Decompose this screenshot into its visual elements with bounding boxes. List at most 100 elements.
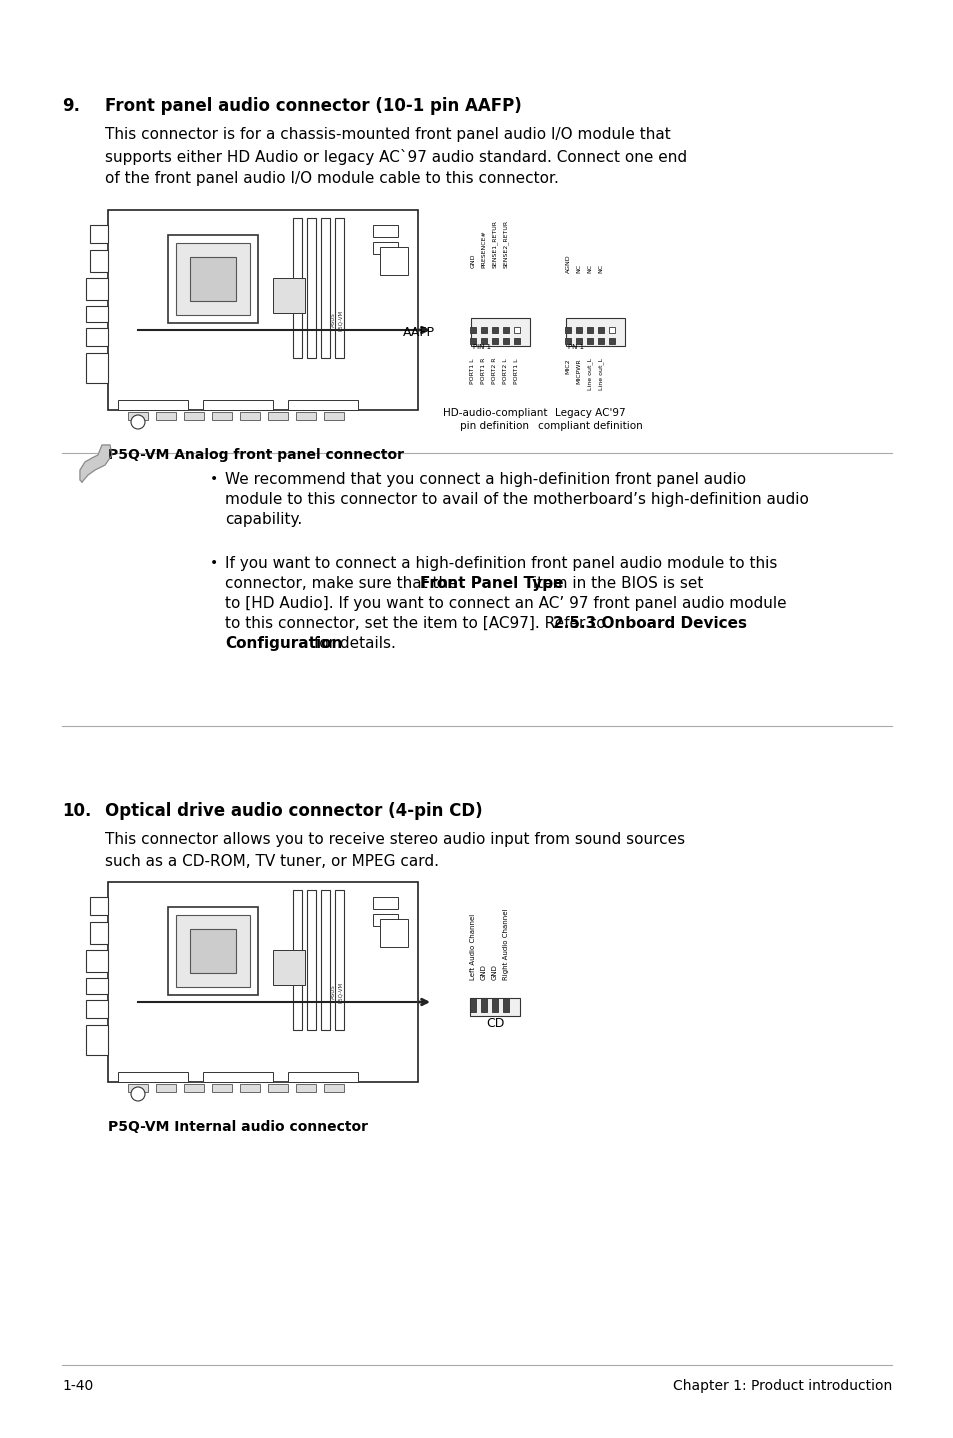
Text: Line out_L: Line out_L [598, 358, 603, 390]
Bar [576, 326, 581, 334]
Text: Line out_L: Line out_L [586, 358, 592, 390]
Text: •: • [210, 557, 218, 569]
Bar [128, 1084, 148, 1091]
Polygon shape [80, 444, 112, 482]
Text: PORT2 L: PORT2 L [503, 358, 508, 384]
Text: module to this connector to avail of the motherboard’s high-definition audio: module to this connector to avail of the… [225, 492, 808, 508]
Bar [86, 352, 108, 383]
Text: ASUS: ASUS [330, 312, 335, 328]
Bar [324, 413, 344, 420]
Text: GND: GND [480, 963, 486, 981]
Bar [293, 890, 302, 1030]
Bar [190, 929, 235, 974]
Text: 9.: 9. [62, 96, 80, 115]
Text: 2.5.3 Onboard Devices: 2.5.3 Onboard Devices [553, 615, 746, 631]
Bar [307, 219, 315, 358]
Text: P5Q-VM: P5Q-VM [338, 309, 343, 331]
Text: of the front panel audio I/O module cable to this connector.: of the front panel audio I/O module cabl… [105, 171, 558, 186]
Bar [86, 999, 108, 1018]
Text: PORT1 L: PORT1 L [470, 358, 475, 384]
Bar [576, 338, 581, 344]
Text: SENSE2_RETUR: SENSE2_RETUR [502, 220, 508, 267]
Text: supports either HD Audio or legacy AC`97 audio standard. Connect one end: supports either HD Audio or legacy AC`97… [105, 150, 686, 165]
Bar [373, 915, 397, 926]
Bar [90, 897, 108, 915]
Bar [175, 243, 250, 315]
Text: P5Q-VM Internal audio connector: P5Q-VM Internal audio connector [108, 1120, 368, 1135]
Bar [470, 998, 476, 1012]
Bar [190, 257, 235, 301]
Text: SENSE1_RETUR: SENSE1_RETUR [492, 220, 497, 267]
Text: HD-audio-compliant: HD-audio-compliant [442, 408, 547, 418]
Bar [471, 318, 530, 347]
Bar [373, 242, 397, 255]
Bar [273, 951, 305, 985]
Bar [86, 978, 108, 994]
Bar [608, 338, 615, 344]
Bar [240, 413, 260, 420]
Bar [492, 338, 497, 344]
Bar [108, 881, 417, 1081]
Text: to [HD Audio]. If you want to connect an AC’ 97 front panel audio module: to [HD Audio]. If you want to connect an… [225, 595, 786, 611]
Text: GND: GND [492, 963, 497, 981]
Bar [108, 210, 417, 410]
Bar [203, 400, 273, 410]
Text: Front panel audio connector (10-1 pin AAFP): Front panel audio connector (10-1 pin AA… [105, 96, 521, 115]
Bar [184, 1084, 204, 1091]
Text: NC: NC [587, 265, 592, 273]
Text: Left Audio Channel: Left Audio Channel [470, 913, 476, 981]
Bar [586, 326, 593, 334]
Text: Front Panel Type: Front Panel Type [419, 577, 563, 591]
Bar [184, 413, 204, 420]
Text: Configuration: Configuration [225, 636, 342, 651]
Bar [90, 224, 108, 243]
Bar [480, 326, 486, 334]
Bar [502, 998, 509, 1012]
Text: PORT1 L: PORT1 L [514, 358, 519, 384]
Text: P5Q-VM: P5Q-VM [338, 982, 343, 1002]
Bar [203, 1071, 273, 1081]
Bar [335, 890, 344, 1030]
Circle shape [131, 1087, 145, 1102]
Bar [86, 306, 108, 322]
Bar [502, 326, 509, 334]
Bar [156, 413, 175, 420]
Text: item in the BIOS is set: item in the BIOS is set [527, 577, 702, 591]
Bar [514, 338, 519, 344]
Bar [240, 1084, 260, 1091]
Text: Legacy AC'97: Legacy AC'97 [554, 408, 624, 418]
Bar [492, 998, 497, 1012]
Bar [86, 1025, 108, 1055]
Bar [212, 1084, 232, 1091]
Text: Right Audio Channel: Right Audio Channel [502, 909, 509, 981]
Bar [295, 1084, 315, 1091]
Bar [379, 247, 408, 275]
Text: Chapter 1: Product introduction: Chapter 1: Product introduction [672, 1379, 891, 1393]
Bar [128, 413, 148, 420]
Text: MICPWR: MICPWR [576, 358, 581, 384]
Text: •: • [210, 472, 218, 486]
Bar [307, 890, 315, 1030]
Bar [90, 250, 108, 272]
Text: If you want to connect a high-definition front panel audio module to this: If you want to connect a high-definition… [225, 557, 777, 571]
Bar [379, 919, 408, 948]
Text: capability.: capability. [225, 512, 302, 526]
Text: for details.: for details. [309, 636, 395, 651]
Bar [564, 338, 571, 344]
Bar [564, 326, 571, 334]
Bar [295, 413, 315, 420]
Bar [320, 219, 330, 358]
Bar [470, 338, 476, 344]
Text: PORT1 R: PORT1 R [481, 358, 486, 384]
Bar [118, 400, 188, 410]
Text: Optical drive audio connector (4-pin CD): Optical drive audio connector (4-pin CD) [105, 802, 482, 820]
Bar [598, 338, 603, 344]
Bar [470, 998, 519, 1017]
Bar [156, 1084, 175, 1091]
Bar [293, 219, 302, 358]
Bar [118, 1071, 188, 1081]
Bar [288, 400, 357, 410]
Bar [502, 338, 509, 344]
Text: NC: NC [576, 265, 581, 273]
Bar [335, 219, 344, 358]
